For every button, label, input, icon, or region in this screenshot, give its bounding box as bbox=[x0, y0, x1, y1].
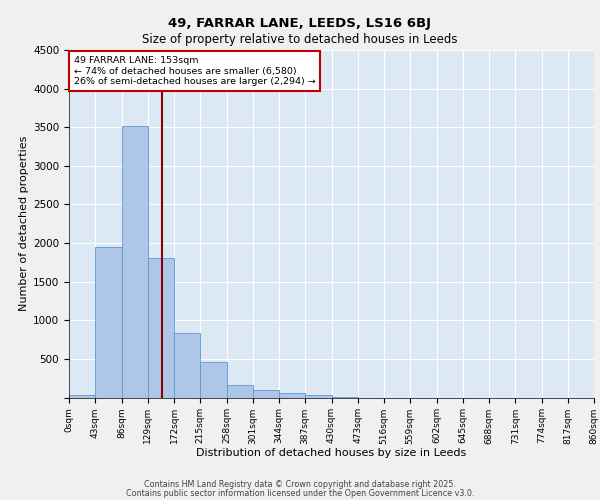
Bar bbox=[174, 332, 200, 398]
Bar bbox=[253, 390, 279, 398]
Bar bbox=[200, 362, 227, 398]
Text: 49 FARRAR LANE: 153sqm
← 74% of detached houses are smaller (6,580)
26% of semi-: 49 FARRAR LANE: 153sqm ← 74% of detached… bbox=[74, 56, 316, 86]
Y-axis label: Number of detached properties: Number of detached properties bbox=[19, 136, 29, 312]
Text: Size of property relative to detached houses in Leeds: Size of property relative to detached ho… bbox=[142, 32, 458, 46]
Text: Contains HM Land Registry data © Crown copyright and database right 2025.: Contains HM Land Registry data © Crown c… bbox=[144, 480, 456, 489]
X-axis label: Distribution of detached houses by size in Leeds: Distribution of detached houses by size … bbox=[196, 448, 467, 458]
Bar bbox=[121, 126, 148, 398]
Bar bbox=[331, 396, 358, 398]
Bar bbox=[227, 385, 253, 398]
Bar bbox=[69, 395, 95, 398]
Text: Contains public sector information licensed under the Open Government Licence v3: Contains public sector information licen… bbox=[126, 488, 474, 498]
Bar bbox=[305, 395, 331, 398]
Bar bbox=[95, 247, 121, 398]
Text: 49, FARRAR LANE, LEEDS, LS16 6BJ: 49, FARRAR LANE, LEEDS, LS16 6BJ bbox=[169, 18, 431, 30]
Bar bbox=[279, 394, 305, 398]
Bar bbox=[148, 258, 174, 398]
